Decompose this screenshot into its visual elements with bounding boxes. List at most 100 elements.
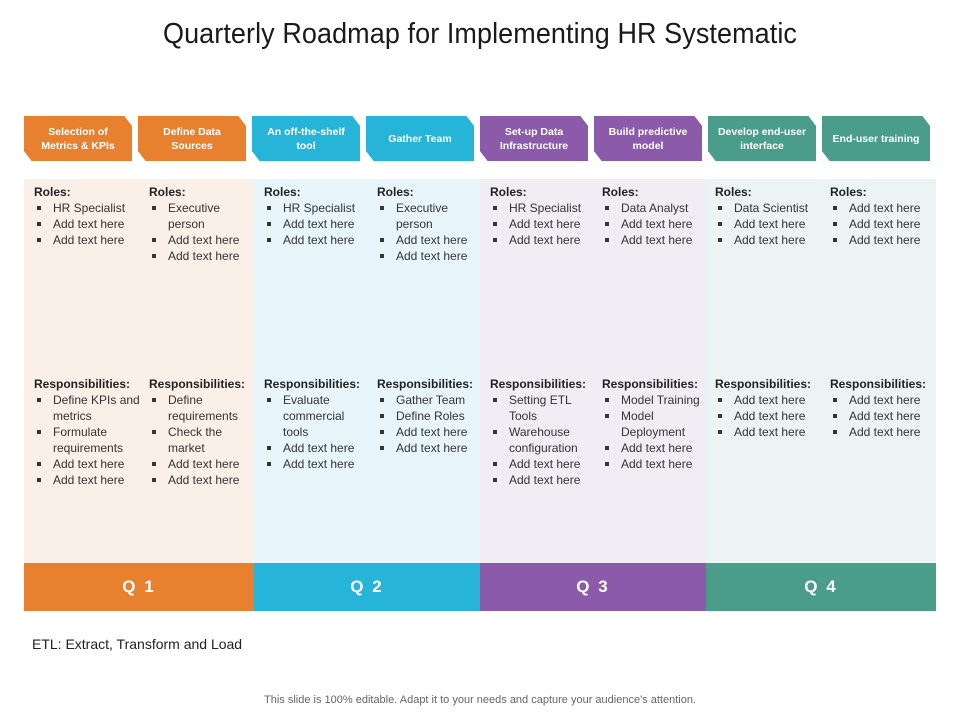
bullet-list: Add text here Add text here Add text here <box>830 200 934 248</box>
bullet-list: Define KPIs and metrics Formulate require… <box>34 392 140 488</box>
roles-block: Roles: Executive person Add text here Add t… <box>149 184 253 264</box>
roles-heading: Roles: <box>377 185 414 199</box>
step-header: Selection of Metrics & KPIs <box>24 116 132 161</box>
list-item: Add text here <box>602 216 706 232</box>
list-item: HR Specialist <box>264 200 368 216</box>
list-item: Add text here <box>715 408 821 424</box>
quarter-bar-q1: Q 1 <box>24 563 254 611</box>
list-item: Add text here <box>149 456 255 472</box>
quarter-panel-q3 <box>480 179 706 563</box>
list-item: Add text here <box>490 472 596 488</box>
roles-heading: Roles: <box>602 185 639 199</box>
list-item: Add text here <box>490 232 594 248</box>
list-item: Executive person <box>149 200 253 232</box>
etl-note: ETL: Extract, Transform and Load <box>32 636 243 652</box>
list-item: Add text here <box>715 424 821 440</box>
list-item: Add text here <box>830 392 936 408</box>
bullet-list: Executive person Add text here Add text he… <box>377 200 481 264</box>
list-item: Add text here <box>830 424 936 440</box>
quarter-panel-q4 <box>706 179 936 563</box>
responsibilities-heading: Responsibilities: <box>715 377 812 391</box>
list-item: Add text here <box>264 216 368 232</box>
list-item: Add text here <box>264 440 370 456</box>
roles-heading: Roles: <box>264 185 301 199</box>
roles-heading: Roles: <box>490 185 527 199</box>
list-item: Add text here <box>34 216 138 232</box>
list-item: Warehouse configuration <box>490 424 596 456</box>
responsibilities-heading: Responsibilities: <box>830 377 927 391</box>
responsibilities-block: Responsibilities: Evaluate commercial too… <box>264 376 370 472</box>
roles-block: Roles: HR Specialist Add text here Add text… <box>264 184 368 248</box>
bullet-list: HR Specialist Add text here Add text here <box>34 200 138 248</box>
bullet-list: Define requirements Check the market Add t… <box>149 392 255 488</box>
bullet-list: Model Training Model Deployment Add text h… <box>602 392 708 472</box>
responsibilities-heading: Responsibilities: <box>377 377 474 391</box>
bullet-list: Executive person Add text here Add text he… <box>149 200 253 264</box>
roles-block: Roles: Data Analyst Add text here Add text … <box>602 184 706 248</box>
bullet-list: Data Scientist Add text here Add text here <box>715 200 819 248</box>
quarter-panel-q1 <box>24 179 254 563</box>
bullet-list: Evaluate commercial tools Add text here Ad… <box>264 392 370 472</box>
roles-block: Roles: Executive person Add text here Add t… <box>377 184 481 264</box>
bullet-list: Add text here Add text here Add text here <box>830 392 936 440</box>
list-item: Add text here <box>377 232 481 248</box>
list-item: Add text here <box>34 456 140 472</box>
list-item: Add text here <box>377 440 483 456</box>
roles-heading: Roles: <box>34 185 71 199</box>
responsibilities-heading: Responsibilities: <box>264 377 361 391</box>
list-item: Add text here <box>830 408 936 424</box>
list-item: Define requirements <box>149 392 255 424</box>
list-item: Add text here <box>830 232 934 248</box>
list-item: Data Analyst <box>602 200 706 216</box>
list-item: Add text here <box>490 456 596 472</box>
list-item: Add text here <box>149 232 253 248</box>
step-header: An off-the-shelf tool <box>252 116 360 161</box>
list-item: Model Training <box>602 392 708 408</box>
responsibilities-block: Responsibilities: Add text here Add text h… <box>830 376 936 440</box>
list-item: HR Specialist <box>490 200 594 216</box>
responsibilities-heading: Responsibilities: <box>149 377 246 391</box>
list-item: Check the market <box>149 424 255 456</box>
step-header: Build predictive model <box>594 116 702 161</box>
bullet-list: Add text here Add text here Add text here <box>715 392 821 440</box>
roles-block: Roles: HR Specialist Add text here Add text… <box>490 184 594 248</box>
responsibilities-heading: Responsibilities: <box>34 377 131 391</box>
roles-heading: Roles: <box>830 185 867 199</box>
responsibilities-block: Responsibilities: Add text here Add text h… <box>715 376 821 440</box>
roles-heading: Roles: <box>149 185 186 199</box>
list-item: Add text here <box>34 472 140 488</box>
responsibilities-block: Responsibilities: Setting ETL Tools Wareho… <box>490 376 596 488</box>
step-header: Gather Team <box>366 116 474 161</box>
responsibilities-block: Responsibilities: Gather Team Define Roles… <box>377 376 483 456</box>
quarter-panel-q2 <box>254 179 480 563</box>
list-item: Add text here <box>149 248 253 264</box>
bullet-list: Data Analyst Add text here Add text here <box>602 200 706 248</box>
quarter-bar-q3: Q 3 <box>480 563 706 611</box>
roles-block: Roles: HR Specialist Add text here Add text… <box>34 184 138 248</box>
footer-text: This slide is 100% editable. Adapt it to… <box>264 694 696 706</box>
list-item: Add text here <box>377 248 481 264</box>
list-item: Formulate requirements <box>34 424 140 456</box>
list-item: Add text here <box>34 232 138 248</box>
list-item: Add text here <box>715 216 819 232</box>
bullet-list: HR Specialist Add text here Add text here <box>264 200 368 248</box>
list-item: Data Scientist <box>715 200 819 216</box>
list-item: Model Deployment <box>602 408 708 440</box>
list-item: Evaluate commercial tools <box>264 392 370 440</box>
page-title: Quarterly Roadmap for Implementing HR Sy… <box>163 18 797 50</box>
step-header: Set-up Data Infrastructure <box>480 116 588 161</box>
list-item: Define KPIs and metrics <box>34 392 140 424</box>
list-item: Define Roles <box>377 408 483 424</box>
list-item: HR Specialist <box>34 200 138 216</box>
step-header: Define Data Sources <box>138 116 246 161</box>
step-header: End-user training <box>822 116 930 161</box>
responsibilities-heading: Responsibilities: <box>602 377 699 391</box>
list-item: Setting ETL Tools <box>490 392 596 424</box>
list-item: Add text here <box>830 200 934 216</box>
list-item: Add text here <box>830 216 934 232</box>
quarter-bar-q2: Q 2 <box>254 563 480 611</box>
bullet-list: Setting ETL Tools Warehouse configuration… <box>490 392 596 488</box>
roles-block: Roles: Add text here Add text here Add text… <box>830 184 934 248</box>
list-item: Add text here <box>602 456 708 472</box>
bullet-list: HR Specialist Add text here Add text here <box>490 200 594 248</box>
